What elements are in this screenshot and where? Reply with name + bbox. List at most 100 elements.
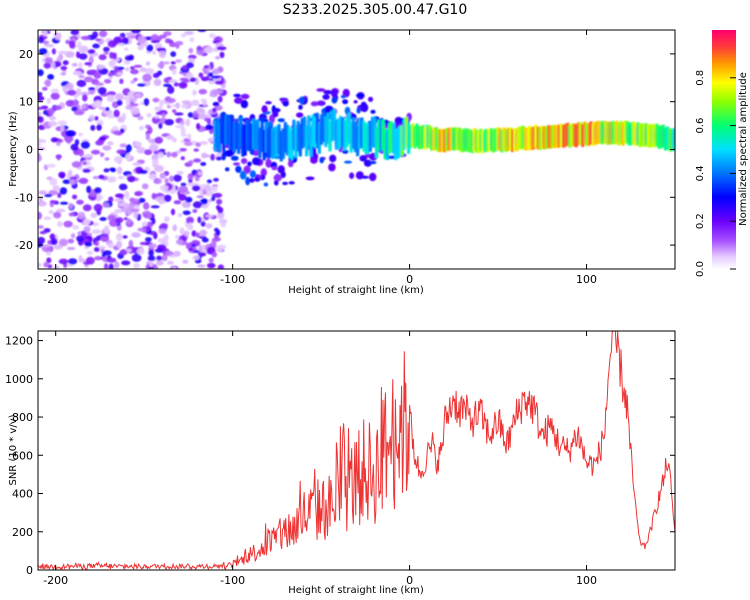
heatmap-noise-cell — [166, 135, 174, 140]
heatmap-noise-cell — [187, 173, 194, 181]
heatmap-scatter-cell — [212, 101, 220, 107]
heatmap-scatter-cell — [367, 96, 374, 102]
heatmap-noise-cell — [119, 143, 127, 148]
heatmap-noise-cell — [129, 208, 140, 212]
heatmap-noise-cell — [43, 261, 49, 268]
heatmap-ridge-cell — [653, 124, 657, 148]
heatmap-noise-cell — [107, 141, 114, 146]
heatmap-ridge-cell — [290, 129, 294, 160]
heatmap-ridge-cell — [322, 111, 326, 142]
heatmap-noise-cell — [151, 192, 157, 200]
heatmap-scatter-cell — [323, 90, 333, 95]
heatmap-noise-cell — [107, 72, 114, 77]
heatmap-noise-cell — [197, 114, 207, 120]
heatmap-noise-cell — [84, 241, 93, 247]
heatmap-noise-cell — [122, 96, 129, 101]
heatmap-noise-cell — [102, 202, 110, 208]
heatmap-noise-cell — [168, 79, 178, 84]
heatmap-noise-cell — [164, 250, 174, 256]
heatmap-noise-cell — [87, 49, 96, 54]
heatmap-noise-cell — [193, 158, 202, 163]
heatmap-ridge-cell — [224, 114, 228, 145]
heatmap-noise-cell — [137, 115, 144, 121]
heatmap-ridge-cell — [239, 116, 243, 148]
heatmap-noise-cell — [187, 112, 194, 118]
heatmap-noise-cell — [172, 137, 177, 143]
heatmap-noise-cell — [106, 114, 116, 119]
x-tick-label: 0 — [406, 273, 413, 286]
heatmap-noise-cell — [205, 214, 214, 218]
heatmap-noise-cell — [147, 126, 153, 134]
heatmap-ridge-cell — [407, 123, 411, 154]
heatmap-ridge-cell — [553, 124, 557, 148]
heatmap-noise-cell — [216, 198, 223, 205]
y-tick-label: 1000 — [5, 373, 33, 386]
heatmap-ridge-cell — [305, 125, 309, 157]
heatmap-ridge-cell — [468, 129, 472, 153]
y-tick-label: 200 — [12, 526, 33, 539]
heatmap-noise-cell — [183, 230, 190, 237]
heatmap-ridge-cell — [585, 123, 589, 146]
heatmap-ridge-cell — [587, 122, 591, 146]
heatmap-ridge-cell — [311, 115, 315, 146]
heatmap-noise-cell — [200, 221, 206, 227]
heatmap-ridge-cell — [640, 123, 644, 147]
heatmap-noise-cell — [148, 266, 154, 269]
heatmap-scatter-cell — [319, 156, 325, 164]
heatmap-ridge-cell — [508, 127, 513, 151]
x-tick-label: -100 — [220, 574, 245, 587]
heatmap-ridge-cell — [602, 120, 606, 144]
heatmap-noise-cell — [38, 69, 44, 77]
heatmap-scatter-cell — [235, 165, 242, 173]
heatmap-ridge-cell — [317, 123, 321, 154]
heatmap-noise-cell — [197, 252, 207, 257]
heatmap-scatter-cell — [369, 172, 377, 182]
heatmap-ridge-cell — [324, 116, 328, 147]
heatmap-noise-cell — [49, 178, 58, 186]
heatmap-ridge-cell — [275, 126, 279, 157]
heatmap-ridge-cell — [409, 124, 413, 148]
heatmap-ridge-cell — [555, 125, 559, 148]
heatmap-noise-cell — [121, 37, 129, 42]
heatmap-noise-cell — [121, 112, 127, 121]
heatmap-ridge-cell — [606, 122, 610, 145]
heatmap-noise-cell — [205, 223, 213, 229]
heatmap-noise-cell — [172, 68, 177, 75]
heatmap-ridge-cell — [266, 128, 270, 159]
heatmap-noise-cell — [211, 196, 216, 202]
heatmap-noise-cell — [38, 138, 44, 143]
heatmap-ridge-cell — [481, 130, 485, 154]
y-tick-label: -10 — [15, 191, 33, 204]
heatmap-scatter-cell — [245, 176, 251, 186]
heatmap-noise-cell — [212, 186, 218, 192]
heatmap-noise-cell — [106, 257, 117, 263]
heatmap-ridge-cell — [432, 127, 436, 151]
heatmap-noise-cell — [180, 33, 187, 38]
heatmap-noise-cell — [180, 156, 185, 161]
heatmap-scatter-cell — [228, 114, 235, 119]
y-tick-label: 800 — [12, 411, 33, 424]
heatmap-scatter-cell — [359, 155, 367, 162]
heatmap-scatter-cell — [331, 96, 338, 104]
heatmap-ridge-cell — [621, 122, 625, 146]
heatmap-noise-cell — [82, 218, 91, 226]
heatmap-ridge-cell — [557, 124, 561, 148]
heatmap-ridge-cell — [470, 130, 474, 153]
heatmap-ridge-cell — [460, 129, 464, 153]
heatmap-noise-cell — [167, 85, 175, 94]
heatmap-noise-cell — [138, 197, 146, 203]
y-tick-label: 10 — [19, 96, 33, 109]
heatmap-noise-cell — [103, 51, 110, 55]
heatmap-noise-cell — [161, 113, 166, 118]
heatmap-noise-cell — [143, 202, 150, 210]
heatmap-noise-cell — [103, 263, 109, 269]
heatmap-ridge-cell — [549, 125, 553, 149]
heatmap-noise-cell — [52, 185, 61, 192]
heatmap-noise-cell — [144, 81, 151, 86]
heatmap-ridge-cell — [347, 112, 351, 144]
heatmap-noise-cell — [199, 187, 204, 196]
heatmap-noise-cell — [180, 120, 185, 126]
heatmap-noise-cell — [198, 88, 208, 95]
heatmap-noise-cell — [172, 109, 177, 113]
